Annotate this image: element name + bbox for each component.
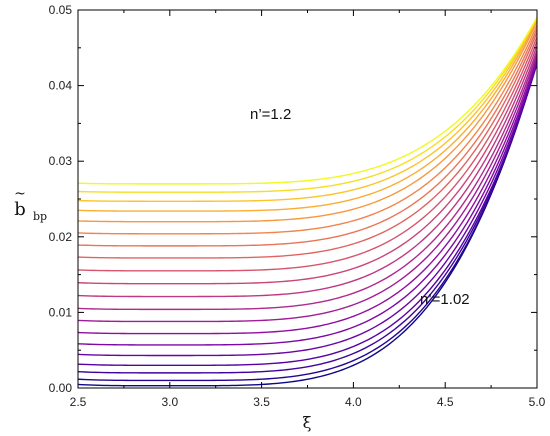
x-tick-label: 4.5 [437, 395, 454, 409]
series-line [78, 58, 537, 387]
annotation-bottom: n’=1.02 [420, 291, 470, 308]
series-line [78, 28, 537, 247]
y-axis-label: ~ b bp [14, 186, 47, 223]
series-line [78, 62, 537, 357]
series-line [78, 60, 537, 346]
plot-frame [77, 9, 538, 389]
series-line [78, 32, 537, 259]
x-tick-label: 2.5 [70, 395, 87, 409]
series-line [78, 49, 537, 311]
series-line [78, 17, 537, 202]
y-tick-label: 0.05 [49, 3, 73, 17]
series-line [78, 62, 537, 382]
series-line [78, 57, 537, 335]
series-line [78, 45, 537, 298]
x-axis-label: ξ [303, 413, 312, 432]
series-line [78, 62, 537, 374]
y-axis-label-main: b [14, 199, 26, 220]
y-axis-label-accent: ~ [14, 186, 26, 202]
x-tick-label: 4.0 [345, 395, 362, 409]
y-tick-label: 0.04 [49, 79, 73, 93]
y-tick-label: 0.01 [49, 305, 73, 319]
curves-group [78, 16, 537, 387]
ticks-group: 2.5 3.0 3.5 4.0 4.5 5.0 0.00 0.01 0.02 0.03 0.04 0.… [49, 3, 546, 409]
annotation-top: n’=1.2 [250, 106, 291, 123]
series-line [78, 21, 537, 223]
series-line [78, 53, 537, 323]
x-tick-label: 5.0 [529, 395, 546, 409]
series-line [78, 41, 537, 285]
y-axis-label-subscript: bp [33, 210, 47, 223]
y-tick-label: 0.00 [49, 381, 73, 395]
series-line [78, 18, 537, 212]
x-tick-label: 3.5 [253, 395, 270, 409]
y-tick-label: 0.03 [49, 154, 73, 168]
series-line [78, 16, 537, 185]
x-tick-label: 3.0 [161, 395, 178, 409]
series-line [78, 24, 537, 235]
series-line [78, 63, 537, 367]
series-line [78, 36, 537, 272]
y-tick-label: 0.02 [49, 230, 73, 244]
series-line [78, 16, 537, 193]
